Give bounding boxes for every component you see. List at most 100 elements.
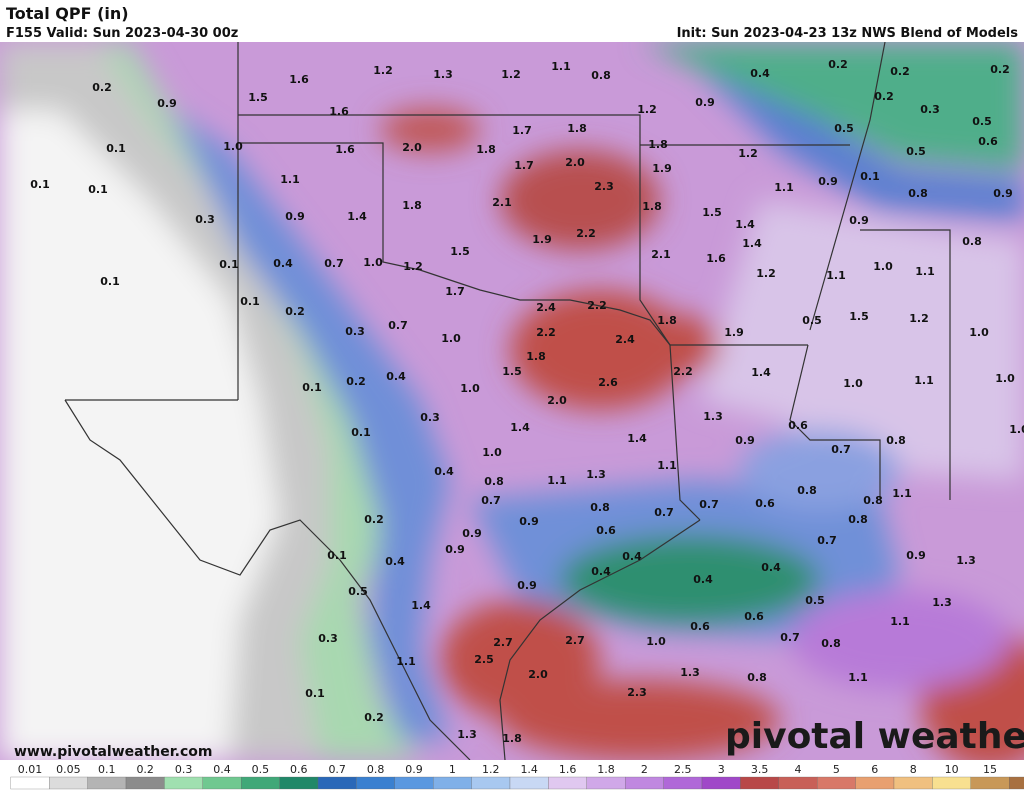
qpf-label: 0.2	[364, 711, 384, 724]
qpf-label: 2.7	[493, 636, 513, 649]
qpf-label: 0.1	[860, 170, 880, 183]
qpf-label: 0.5	[834, 122, 854, 135]
colorbar-label: 0.8	[367, 763, 385, 776]
qpf-label: 2.6	[598, 376, 618, 389]
qpf-label: 0.9	[695, 96, 715, 109]
qpf-label: 1.4	[510, 421, 530, 434]
qpf-label: 1.3	[586, 468, 606, 481]
colorbar-label: 1.6	[559, 763, 577, 776]
colorbar-swatch	[509, 776, 549, 790]
colorbar-label: 0.2	[136, 763, 154, 776]
qpf-label: 1.8	[648, 138, 668, 151]
colorbar-swatch	[356, 776, 395, 790]
qpf-label: 1.3	[680, 666, 700, 679]
qpf-label: 0.1	[219, 258, 239, 271]
qpf-label: 1.3	[703, 410, 723, 423]
map-title: Total QPF (in)	[6, 4, 129, 23]
qpf-label: 1.9	[652, 162, 672, 175]
qpf-label: 1.4	[735, 218, 755, 231]
qpf-label: 0.4	[273, 257, 293, 270]
init-time: Init: Sun 2023-04-23 13z NWS Blend of Mo…	[677, 26, 1019, 41]
qpf-label: 1.0	[460, 382, 480, 395]
colorbar-label: 10	[945, 763, 959, 776]
qpf-label: 0.9	[157, 97, 177, 110]
qpf-label: 1.0	[223, 140, 243, 153]
qpf-label: 1.2	[373, 64, 393, 77]
qpf-label: 1.1	[890, 615, 910, 628]
qpf-label: 1.7	[514, 159, 534, 172]
qpf-label: 0.7	[831, 443, 851, 456]
colorbar-swatch	[317, 776, 357, 790]
qpf-label: 0.1	[305, 687, 325, 700]
qpf-label: 0.5	[805, 594, 825, 607]
qpf-label: 0.1	[240, 295, 260, 308]
qpf-label: 0.8	[962, 235, 982, 248]
qpf-label: 0.8	[863, 494, 883, 507]
colorbar-swatch	[548, 776, 587, 790]
colorbar-label: 0.7	[328, 763, 346, 776]
qpf-label: 1.5	[248, 91, 268, 104]
colorbar-label: 1.8	[597, 763, 615, 776]
qpf-label: 1.8	[526, 350, 546, 363]
colorbar-label: 1	[449, 763, 456, 776]
qpf-label: 1.1	[914, 374, 934, 387]
qpf-label: 0.2	[874, 90, 894, 103]
qpf-label: 1.1	[657, 459, 677, 472]
qpf-label: 1.5	[502, 365, 522, 378]
qpf-label: 0.5	[348, 585, 368, 598]
qpf-label: 0.1	[106, 142, 126, 155]
qpf-label: 0.7	[780, 631, 800, 644]
qpf-label: 1.0	[363, 256, 383, 269]
colorbar-label: 0.5	[252, 763, 270, 776]
colorbar-label: 0.9	[405, 763, 423, 776]
qpf-label: 0.9	[285, 210, 305, 223]
qpf-label: 0.2	[285, 305, 305, 318]
colorbar-label: 0.6	[290, 763, 308, 776]
qpf-label: 2.2	[576, 227, 596, 240]
qpf-label: 2.4	[615, 333, 635, 346]
qpf-label: 1.2	[403, 260, 423, 273]
colorbar-swatch	[663, 776, 703, 790]
qpf-label: 2.0	[402, 141, 422, 154]
colorbar-swatch	[932, 776, 971, 790]
qpf-label: 0.5	[906, 145, 926, 158]
colorbar-label: 2	[641, 763, 648, 776]
qpf-label: 1.2	[756, 267, 776, 280]
qpf-label: 0.2	[364, 513, 384, 526]
qpf-label: 1.6	[706, 252, 726, 265]
qpf-label: 1.7	[512, 124, 532, 137]
qpf-label: 2.3	[594, 180, 614, 193]
qpf-label: 1.4	[347, 210, 367, 223]
qpf-label: 0.8	[797, 484, 817, 497]
qpf-label: 1.6	[329, 105, 349, 118]
colorbar-label: 0.1	[98, 763, 116, 776]
colorbar-swatch	[279, 776, 319, 790]
colorbar-label: 0.3	[175, 763, 193, 776]
qpf-label: 2.1	[492, 196, 512, 209]
qpf-label: 0.8	[848, 513, 868, 526]
qpf-label: 0.3	[195, 213, 215, 226]
qpf-label: 1.4	[411, 599, 431, 612]
qpf-label: 0.7	[817, 534, 837, 547]
qpf-label: 1.8	[502, 732, 522, 745]
qpf-label: 0.9	[445, 543, 465, 556]
qpf-label: 1.5	[702, 206, 722, 219]
colorbar-swatch	[394, 776, 434, 790]
qpf-label: 1.1	[547, 474, 567, 487]
qpf-label: 1.2	[501, 68, 521, 81]
qpf-label: 0.1	[351, 426, 371, 439]
qpf-label: 1.5	[849, 310, 869, 323]
qpf-label: 0.8	[821, 637, 841, 650]
qpf-label: 0.4	[434, 465, 454, 478]
qpf-label: 1.2	[738, 147, 758, 160]
colorbar-swatch	[893, 776, 933, 790]
colorbar-swatch	[49, 776, 88, 790]
qpf-label: 1.1	[826, 269, 846, 282]
qpf-label: 0.1	[30, 178, 50, 191]
qpf-label: 0.4	[622, 550, 642, 563]
colorbar-label: 8	[910, 763, 917, 776]
qpf-label: 0.1	[88, 183, 108, 196]
colorbar-label: 0.01	[18, 763, 43, 776]
qpf-label: 0.9	[517, 579, 537, 592]
